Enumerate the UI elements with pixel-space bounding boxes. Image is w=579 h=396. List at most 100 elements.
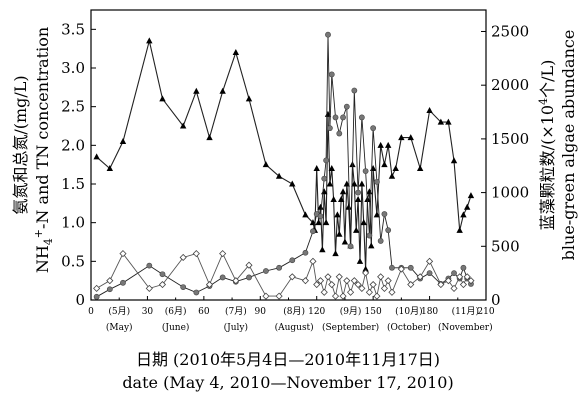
data-point-diamond: [106, 277, 114, 285]
y-left-tick-label: 0.5: [61, 252, 85, 270]
x-tick-label: 60: [198, 307, 210, 317]
y-left-tick-label: 2.0: [61, 136, 85, 154]
plot-border: [90, 9, 487, 301]
data-point-triangle: [330, 195, 337, 202]
y-left-title-en-suffix: -N and TN concentration: [33, 27, 52, 229]
data-point-dot: [263, 268, 269, 274]
data-point-triangle: [351, 180, 358, 187]
data-point-triangle: [262, 161, 270, 168]
data-point-dot: [219, 274, 226, 281]
data-point-diamond: [369, 280, 377, 289]
y-left-tick-label: 3.0: [61, 59, 85, 77]
data-point-dot: [317, 213, 324, 220]
data-point-triangle: [368, 242, 375, 249]
y-left-title-en-prefix: NH: [33, 245, 52, 273]
data-point-diamond: [350, 277, 358, 285]
series-line-dot: [96, 34, 472, 298]
data-point-dot: [362, 168, 369, 175]
month-label-en: (July): [224, 322, 248, 333]
month-label-en: (September): [322, 322, 379, 333]
x-tick-label: 90: [255, 307, 267, 317]
data-point-triangle: [341, 238, 349, 245]
data-point-diamond: [354, 280, 362, 289]
data-point-triangle: [345, 203, 352, 210]
data-point-diamond: [388, 288, 396, 296]
data-point-diamond: [320, 288, 328, 296]
data-point-triangle: [407, 134, 414, 141]
data-point-diamond: [467, 277, 475, 285]
data-point-dot: [146, 262, 153, 269]
x-tick-label: 180: [421, 307, 438, 317]
data-point-triangle: [373, 211, 381, 218]
x-title-cn: 日期 (2010年5月4日—2010年11月17日): [136, 350, 440, 369]
data-point-triangle: [384, 141, 392, 148]
data-point-triangle: [392, 165, 399, 172]
data-point-dot: [325, 31, 331, 38]
axes-layer: 0 30 60 90 120 150 180 210 (5月) (May) (6月) (June) (7…: [61, 20, 529, 333]
data-point-dot: [355, 189, 361, 196]
data-point-dot: [328, 71, 335, 78]
data-point-diamond: [324, 273, 332, 281]
data-point-dot: [336, 130, 343, 137]
data-point-diamond: [328, 280, 336, 289]
data-point-dot: [347, 243, 354, 250]
y-right-title-en: blue-green algae abundance: [559, 30, 578, 261]
data-point-diamond: [373, 292, 381, 300]
data-point-triangle: [119, 137, 127, 144]
data-point-dot: [159, 271, 166, 278]
data-point-diamond: [365, 288, 373, 296]
data-point-diamond: [219, 250, 227, 258]
month-label-cn: (8月): [283, 306, 305, 317]
data-point-triangle: [319, 246, 326, 253]
data-point-triangle: [317, 203, 324, 210]
month-label-en: (August): [275, 322, 314, 333]
data-point-dot: [385, 227, 392, 234]
y-left-tick-label: 0: [75, 291, 85, 309]
data-point-triangle: [93, 153, 100, 160]
y-left-tick-label: 1.0: [61, 214, 85, 232]
data-point-dot: [343, 103, 350, 110]
data-point-triangle: [456, 226, 463, 233]
data-point-triangle: [388, 172, 396, 179]
data-point-dot: [407, 264, 414, 271]
data-point-triangle: [463, 203, 471, 210]
data-point-diamond: [275, 292, 283, 300]
month-label-cn: (5月): [108, 306, 130, 317]
data-point-triangle: [302, 211, 309, 218]
data-point-dot: [332, 114, 339, 121]
y-left-title-cn: 氨氮和总氮/(mg/L): [11, 75, 30, 214]
data-point-diamond: [426, 257, 434, 265]
data-point-triangle: [336, 230, 343, 237]
series-line-diamond: [96, 252, 472, 298]
data-point-dot: [351, 87, 358, 94]
x-tick-label: 210: [477, 307, 494, 317]
x-tick-label: 120: [308, 307, 325, 317]
data-point-dot: [106, 286, 113, 293]
data-point-triangle: [245, 95, 253, 102]
data-point-triangle: [353, 226, 360, 233]
data-point-dot: [180, 284, 187, 291]
data-point-diamond: [343, 277, 351, 285]
data-point-dot: [321, 175, 328, 182]
data-point-triangle: [416, 165, 424, 172]
x-title-en: date (May 4, 2010—November 17, 2010): [122, 373, 453, 392]
data-point-diamond: [450, 284, 458, 292]
data-point-triangle: [275, 172, 283, 179]
y-right-title-cn-suffix: 个/L): [538, 60, 557, 98]
data-point-triangle: [206, 134, 213, 141]
data-point-dot: [426, 270, 433, 277]
data-point-triangle: [398, 134, 405, 141]
data-point-triangle: [354, 195, 362, 202]
data-point-diamond: [179, 253, 187, 262]
month-label-cn: (9月): [340, 306, 362, 317]
data-point-diamond: [232, 277, 240, 285]
month-label-en: (May): [106, 322, 133, 333]
series-line-triangle: [96, 40, 472, 270]
data-point-dot: [310, 228, 316, 235]
data-point-triangle: [159, 95, 166, 102]
y-right-tick-label: 2500: [491, 22, 529, 40]
data-point-triangle: [339, 188, 347, 195]
data-point-diamond: [316, 277, 325, 285]
data-point-dot: [326, 125, 333, 132]
y-right-title-cn-sup: 4: [537, 98, 550, 105]
